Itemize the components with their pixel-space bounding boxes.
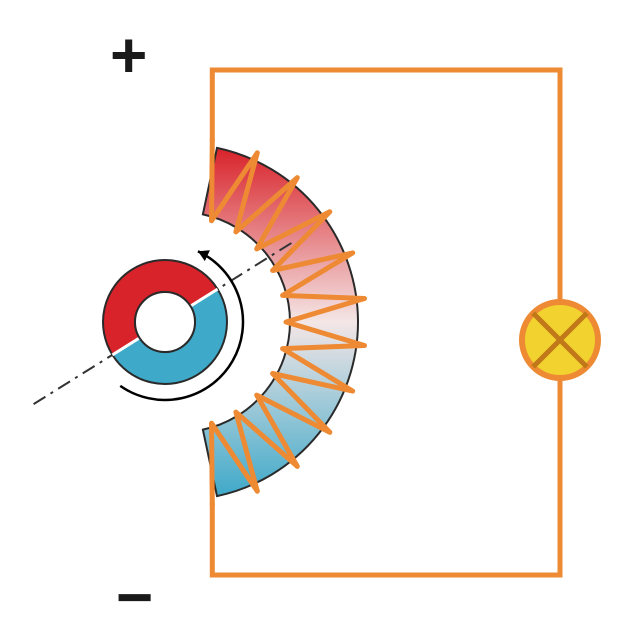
diagram-stage: + −: [0, 0, 620, 644]
lamp-symbol: [522, 302, 598, 378]
generator-diagram: [0, 0, 620, 644]
terminal-plus-label: +: [110, 18, 147, 92]
terminal-minus-label: −: [116, 560, 153, 634]
circuit-wires: [212, 70, 560, 575]
rotor-magnet: [103, 260, 227, 384]
